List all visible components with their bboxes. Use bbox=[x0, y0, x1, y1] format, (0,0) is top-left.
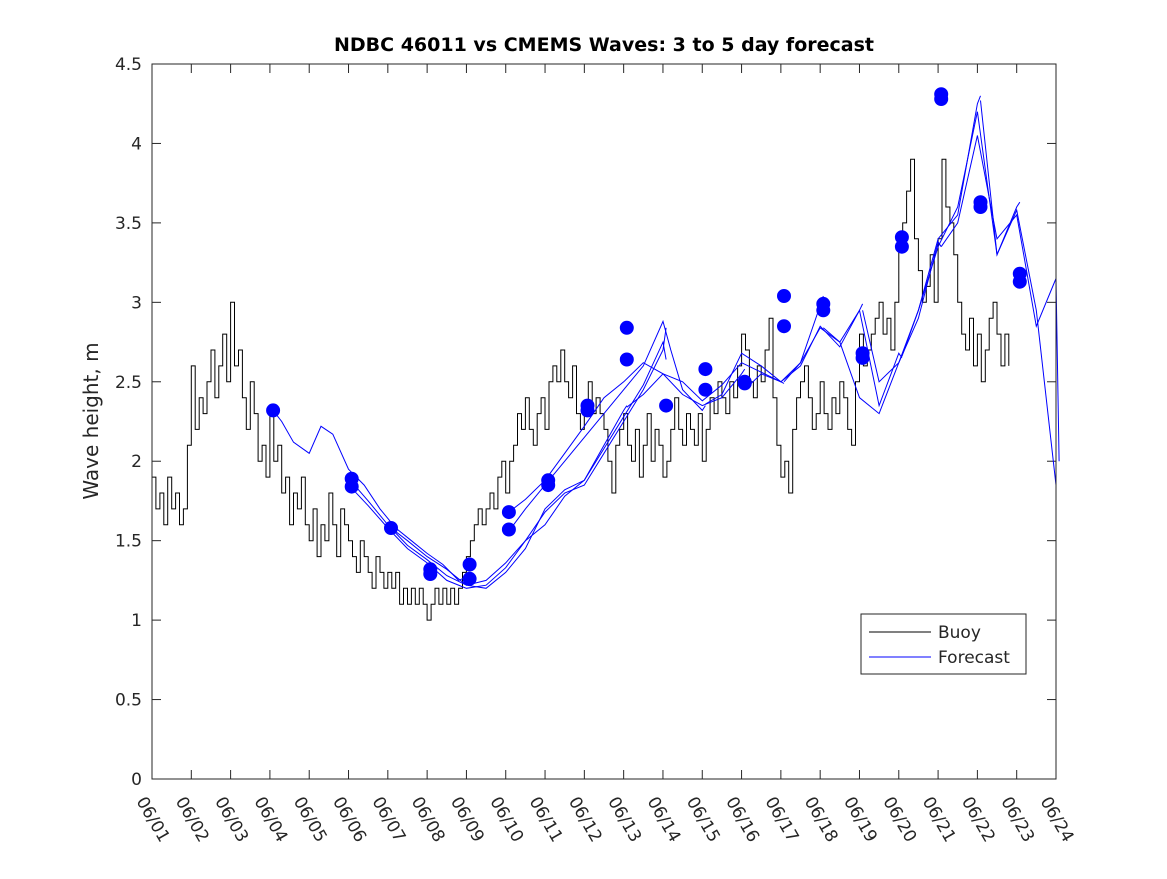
y-tick-label: 1 bbox=[131, 611, 142, 631]
forecast-series-line bbox=[783, 308, 903, 408]
forecast-marker bbox=[580, 403, 595, 418]
forecast-series-line bbox=[272, 410, 470, 581]
chart-title: NDBC 46011 vs CMEMS Waves: 3 to 5 day fo… bbox=[334, 34, 874, 56]
forecast-marker bbox=[698, 382, 713, 397]
legend: Buoy Forecast bbox=[860, 613, 1027, 675]
forecast-marker bbox=[659, 398, 674, 413]
y-axis: 0 0.5 1 1.5 2 2.5 3 3.5 4 4.5 bbox=[115, 55, 1056, 790]
forecast-series-line bbox=[980, 100, 1057, 486]
legend-box bbox=[860, 613, 1027, 675]
forecast-marker bbox=[777, 289, 791, 303]
y-tick-label: 4 bbox=[131, 134, 142, 154]
forecast-series-line bbox=[940, 135, 1060, 462]
forecast-series-line bbox=[705, 295, 824, 405]
forecast-marker bbox=[816, 303, 831, 318]
forecast-marker bbox=[344, 479, 359, 494]
forecast-marker bbox=[934, 92, 949, 106]
y-axis-label: Wave height, m bbox=[79, 342, 103, 499]
forecast-marker bbox=[619, 352, 634, 367]
forecast-series-line bbox=[351, 327, 667, 589]
forecast-marker bbox=[462, 571, 477, 586]
forecast-marker bbox=[777, 319, 791, 334]
forecast-marker bbox=[619, 320, 634, 335]
forecast-marker bbox=[894, 239, 909, 254]
y-tick-label: 1.5 bbox=[115, 532, 142, 552]
forecast-marker bbox=[384, 521, 398, 535]
series-layer bbox=[152, 87, 1060, 621]
plot-frame bbox=[151, 63, 1057, 780]
y-tick-label: 3.5 bbox=[115, 214, 142, 234]
forecast-marker bbox=[973, 200, 988, 214]
forecast-marker bbox=[423, 567, 438, 581]
forecast-series-line bbox=[390, 340, 667, 586]
forecast-marker bbox=[737, 376, 752, 391]
y-tick-label: 0.5 bbox=[115, 691, 142, 711]
y-tick-label: 4.5 bbox=[115, 55, 142, 75]
forecast-marker bbox=[1012, 274, 1027, 289]
y-tick-label: 3 bbox=[131, 293, 142, 313]
y-tick-label: 2.5 bbox=[115, 373, 142, 393]
forecast-marker bbox=[501, 505, 516, 520]
forecast-marker bbox=[855, 350, 870, 365]
forecast-series-line bbox=[901, 111, 1021, 357]
legend-forecast-label: Forecast bbox=[938, 648, 1010, 668]
forecast-marker bbox=[698, 362, 713, 377]
forecast-series-line bbox=[351, 405, 628, 589]
y-tick-label: 2 bbox=[131, 452, 142, 472]
forecast-series-line bbox=[626, 362, 785, 408]
y-tick-label: 0 bbox=[131, 770, 142, 790]
forecast-marker bbox=[501, 522, 516, 537]
forecast-series-line bbox=[822, 240, 942, 415]
forecast-marker bbox=[541, 478, 556, 493]
legend-buoy-label: Buoy bbox=[938, 623, 981, 643]
forecast-series-line bbox=[862, 95, 981, 383]
forecast-marker bbox=[266, 403, 281, 418]
forecast-marker bbox=[462, 557, 477, 572]
